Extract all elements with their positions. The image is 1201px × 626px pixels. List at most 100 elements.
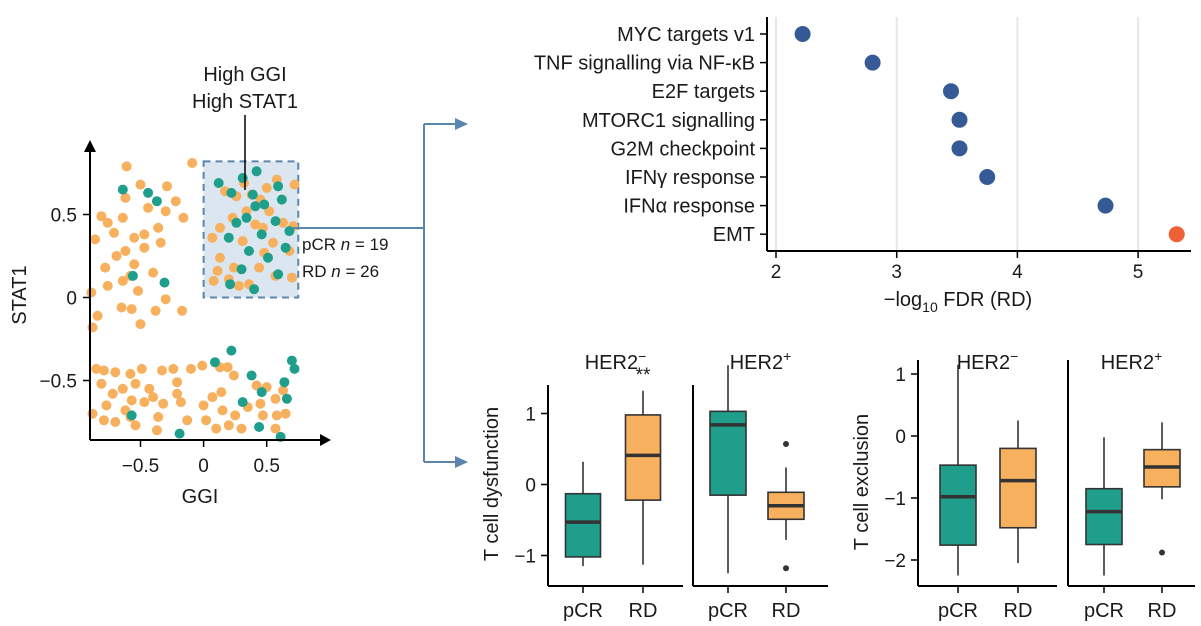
scatter-point-pcr [247,189,258,200]
box-rd [999,447,1037,529]
scatter-point-rd [162,181,172,192]
scatter-point-rd [215,252,225,263]
scatter-point-pcr [289,363,300,374]
dotplot-x-label-prefix: −log [884,289,922,311]
scatter-point-pcr [250,201,261,212]
pathway-label: G2M checkpoint [610,138,755,160]
scatter-point-rd [160,206,171,217]
box-outlier [783,565,789,572]
scatter-point-rd [109,227,119,238]
scatter-point-pcr [143,187,154,198]
scatter-point-rd [100,262,111,273]
connector-arrowhead-bottom [455,456,468,468]
dysfunction-y-tick-label: 1 [525,405,536,426]
scatter-point-rd [111,251,122,261]
scatter-point-pcr [270,216,281,227]
scatter-point-pcr [151,196,162,207]
scatter-point-pcr [286,355,297,366]
scatter-point-rd [129,232,140,243]
panel-title-text: HER2 [730,352,783,374]
scatter-point-rd [271,410,282,421]
scatter-point-rd [257,410,268,421]
box-x-tick-label: RD [1004,600,1033,622]
scatter-point-rd [116,302,127,313]
dotplot-x-label-subscript: 10 [922,299,938,315]
scatter-point-rd [107,388,118,399]
dysfunction-y-ticks: 1 0 −1 [514,405,548,568]
scatter-x-tick-label: 0.5 [253,456,279,477]
scatter-point-pcr [249,284,260,295]
scatter-point-rd [148,267,159,278]
exclusion-y-ticks: 1 0 −1 −2 [884,365,918,572]
scatter-point-rd [172,388,183,399]
scatter-point-rd [228,262,239,273]
scatter-y-tick-label: −0.5 [39,372,77,393]
dysfunction-panel-2: HER2+ pCR RD [692,348,828,622]
scatter-point-rd [129,259,140,270]
panel-title-superscript: + [1154,348,1162,364]
pathway-label: IFNα response [623,196,755,218]
scatter-point-rd [101,400,112,411]
scatter-point-pcr [263,252,273,263]
box-x-tick-label: RD [772,600,801,622]
scatter-point-rd [133,285,143,296]
scatter-point-pcr [254,422,265,432]
exclusion-y-tick-label: −1 [884,489,906,510]
scatter-y-axis-arrowhead [84,140,96,152]
panel-connector-arrows [292,118,468,468]
box-pcr [564,492,602,558]
scatter-point-rd [268,237,278,248]
scatter-point-rd [222,362,233,373]
scatter-point-rd [96,378,107,389]
box-outlier [1159,549,1165,556]
scatter-point-pcr [256,387,267,398]
scatter-point-rd [139,229,150,240]
scatter-point-rd [216,387,227,398]
scatter-point-rd [110,367,121,378]
pathway-label: IFNγ response [625,167,755,189]
dotplot-x-tick-label: 4 [1012,262,1023,283]
dotplot-x-label: −log10 FDR (RD) [884,289,1032,315]
scatter-point-rd [237,236,248,247]
scatter-point-pcr [237,397,248,408]
exclusion-panel-1: HER2− pCR RD [917,348,1057,622]
exclusion-y-tick-label: −2 [884,551,906,572]
scatter-point-pcr [126,410,137,421]
dotplot-x-tick-label: 5 [1133,262,1144,283]
callout-line-1: High GGI [203,64,286,86]
scatter-point-rd [236,423,247,434]
scatter-point-pcr [279,377,290,388]
dotplot-x-tick-label: 2 [771,262,782,283]
panel-title-text: HER2 [585,352,638,374]
pathway-label: TNF signalling via NF-κB [534,53,755,75]
scatter-point-rd [280,408,291,419]
scatter-x-label: GGI [182,486,219,508]
scatter-point-rd [160,294,171,305]
box-pcr [939,464,977,546]
box-x-tick-label: pCR [938,600,978,622]
scatter-point-rd [86,287,97,298]
scatter-point-rd [98,365,109,376]
scatter-point-pcr [273,181,284,192]
scatter-point-pcr [210,357,220,368]
scatter-point-rd [197,360,208,371]
pathway-dot [1168,226,1185,243]
scatter-point-rd [230,410,241,421]
panel-title-superscript: − [638,348,646,364]
scatter-point-rd [126,304,137,315]
scatter-point-rd [198,400,209,411]
scatter-point-rd [175,397,186,408]
box-x-tick-label: pCR [563,600,603,622]
pathway-labels: MYC targets v1 TNF signalling via NF-κB E2… [534,24,767,246]
scatter-point-rd [178,212,189,223]
dysfunction-y-tick-label: −1 [514,547,536,568]
scatter-point-rd [150,305,161,316]
scatter-point-rd [125,368,136,379]
exclusion-panel-title: HER2− [957,348,1019,374]
scatter-point-rd [278,385,289,396]
scatter-point-pcr [237,173,248,183]
scatter-point-rd [278,217,289,228]
